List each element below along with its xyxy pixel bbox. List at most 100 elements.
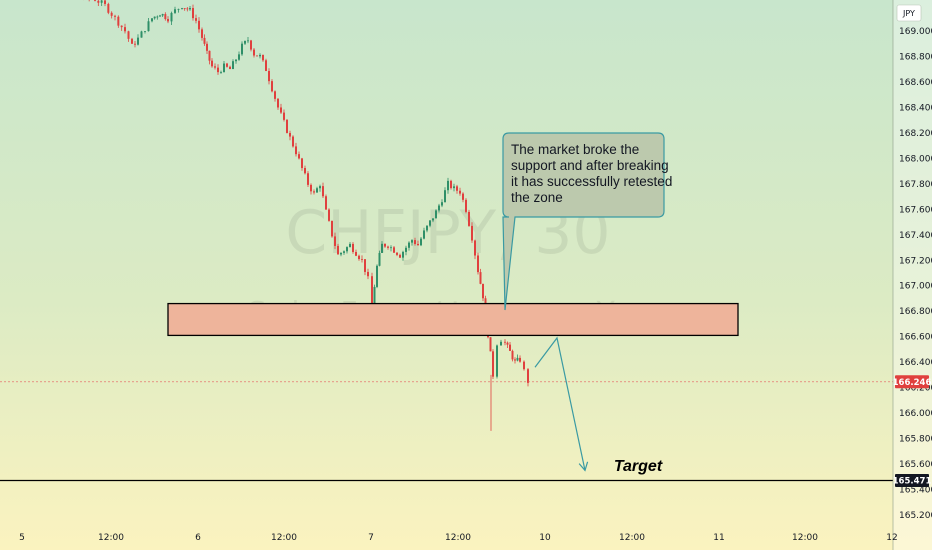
time-tick-label: 12	[886, 533, 897, 543]
candle	[441, 199, 443, 208]
candle	[346, 246, 348, 254]
candle	[124, 23, 126, 34]
candle	[271, 79, 273, 93]
candle	[516, 354, 519, 362]
candle	[265, 58, 267, 72]
currency-badge[interactable]	[896, 4, 922, 22]
candle	[192, 4, 194, 21]
price-tick-label: 166.400	[899, 358, 932, 368]
support-zone[interactable]	[167, 302, 739, 337]
candle	[462, 192, 464, 203]
candle	[519, 355, 521, 363]
candle	[144, 31, 146, 34]
candle	[322, 182, 324, 198]
candle	[506, 341, 509, 349]
candle	[107, 2, 110, 15]
candle	[504, 339, 506, 346]
candle	[181, 7, 183, 10]
candle	[465, 198, 467, 214]
candle	[189, 6, 191, 11]
price-tick-label: 166.200	[899, 384, 932, 394]
candle	[331, 220, 333, 238]
time-tick-label: 11	[713, 533, 724, 543]
candle	[201, 27, 203, 41]
candle	[453, 183, 455, 192]
candle	[376, 264, 378, 289]
candle	[241, 41, 243, 56]
price-tick-label: 165.600	[899, 460, 932, 470]
candle	[381, 241, 383, 253]
price-tick-label: 168.600	[899, 78, 932, 88]
candle	[214, 63, 216, 70]
candle	[286, 119, 288, 134]
candle	[396, 252, 398, 257]
arrow-head-icon	[578, 461, 589, 472]
annotation-line-3: it has successfully retested	[511, 174, 672, 189]
candle	[432, 218, 434, 223]
candle	[450, 179, 452, 190]
candle	[367, 268, 369, 280]
time-tick-label: 6	[195, 533, 201, 543]
time-tick-label: 10	[539, 533, 551, 543]
candle	[479, 268, 482, 285]
annotation-callout[interactable]: The market broke the support and after b…	[502, 132, 672, 311]
candle	[414, 237, 416, 246]
projection-path[interactable]	[534, 336, 586, 471]
candle	[527, 367, 529, 387]
candle	[206, 41, 208, 54]
candle	[373, 284, 376, 305]
time-tick-label: 12:00	[792, 533, 818, 543]
candle	[183, 8, 186, 11]
price-tick-label: 168.000	[899, 154, 932, 164]
candle	[94, 0, 96, 2]
candle	[358, 254, 360, 261]
candle	[378, 250, 381, 267]
candle	[110, 11, 113, 19]
price-axis[interactable]	[893, 0, 932, 550]
price-axis-ticks: 169.000 168.800 168.600 168.400 168.200 168.0…	[899, 27, 932, 521]
price-tick-label: 165.800	[899, 435, 932, 445]
candle	[361, 255, 363, 263]
candle	[474, 239, 476, 260]
price-tick-label: 166.000	[899, 409, 932, 419]
candle	[352, 242, 354, 254]
candle	[167, 16, 169, 24]
candle	[274, 90, 276, 102]
candle	[140, 30, 143, 38]
candle	[523, 360, 525, 371]
candle	[390, 245, 392, 252]
candle	[402, 250, 404, 261]
candle	[511, 349, 514, 362]
candle	[127, 30, 130, 42]
time-tick-label: 12:00	[271, 533, 297, 543]
price-tick-label: 168.800	[899, 52, 932, 62]
target-price-value: 165.471	[893, 476, 932, 486]
candle	[120, 25, 123, 31]
candle	[426, 225, 428, 233]
time-tick-label: 12:00	[445, 533, 471, 543]
candle	[417, 240, 419, 246]
candle	[232, 59, 234, 70]
candle	[444, 187, 446, 203]
candle	[411, 239, 413, 246]
price-tick-label: 166.800	[899, 307, 932, 317]
candle	[371, 272, 373, 305]
candle	[408, 241, 410, 251]
price-tick-label: 167.000	[899, 282, 932, 292]
time-axis-ticks: 5 12:00 6 12:00 7 12:00 10 12:00 11 12:00 12	[19, 533, 898, 543]
candle	[147, 18, 150, 32]
candle	[343, 250, 345, 255]
candle	[328, 208, 330, 222]
candle	[301, 157, 303, 171]
candle	[283, 109, 285, 122]
candle	[405, 245, 407, 256]
candle	[304, 165, 306, 175]
price-tick-label: 165.400	[899, 486, 932, 496]
candle	[393, 245, 395, 254]
candle	[496, 344, 498, 379]
candle	[170, 11, 173, 25]
candle	[156, 15, 159, 20]
price-tick-label: 167.800	[899, 180, 932, 190]
